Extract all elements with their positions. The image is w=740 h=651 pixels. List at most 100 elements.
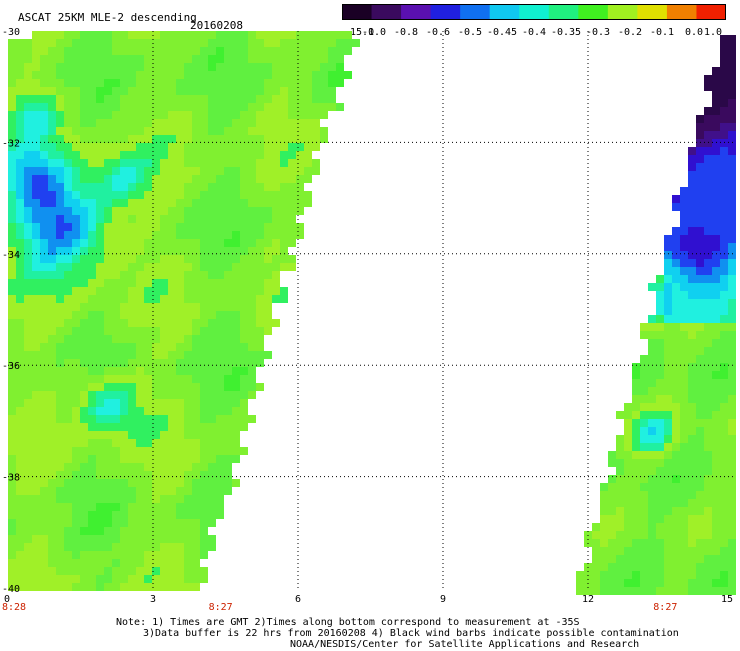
swath-cell [64,199,72,207]
swath-cell [56,455,64,463]
swath-cell [176,535,184,543]
swath-cell [184,423,192,431]
swath-cell [680,275,688,283]
swath-cell [40,55,48,63]
swath-cell [128,383,136,391]
swath-cell [136,295,144,303]
swath-cell [232,151,240,159]
swath-cell [672,323,680,331]
swath-cell [696,347,704,355]
swath-cell [112,303,120,311]
swath-cell [72,439,80,447]
swath-cell [112,487,120,495]
swath-cell [48,471,56,479]
swath-cell [176,367,184,375]
swath-cell [32,471,40,479]
swath-cell [720,59,728,67]
swath-cell [208,455,216,463]
swath-cell [88,359,96,367]
swath-cell [704,347,712,355]
swath-cell [328,95,336,103]
swath-cell [680,587,688,595]
swath-cell [176,351,184,359]
swath-cell [72,367,80,375]
swath-cell [272,119,280,127]
swath-cell [680,467,688,475]
swath-cell [24,327,32,335]
swath-cell [32,95,40,103]
swath-cell [200,95,208,103]
swath-cell [56,407,64,415]
swath-cell [72,287,80,295]
swath-cell [720,139,728,147]
swath-cell [96,191,104,199]
swath-cell [216,287,224,295]
swath-cell [208,279,216,287]
swath-cell [24,279,32,287]
swath-cell [256,151,264,159]
swath-cell [48,255,56,263]
swath-cell [32,63,40,71]
swath-cell [24,399,32,407]
swath-cell [624,499,632,507]
swath-cell [200,447,208,455]
swath-cell [64,463,72,471]
swath-cell [208,223,216,231]
swath-cell [136,543,144,551]
swath-cell [48,215,56,223]
swath-cell [192,31,200,39]
swath-cell [656,507,664,515]
swath-cell [136,439,144,447]
swath-cell [24,247,32,255]
swath-cell [288,135,296,143]
swath-cell [96,391,104,399]
swath-cell [704,371,712,379]
swath-cell [264,303,272,311]
swath-cell [24,495,32,503]
swath-cell [96,247,104,255]
swath-cell [128,215,136,223]
swath-cell [696,443,704,451]
swath-cell [672,403,680,411]
swath-cell [136,375,144,383]
swath-cell [96,575,104,583]
swath-cell [720,219,728,227]
swath-cell [120,319,128,327]
swath-cell [728,299,736,307]
swath-cell [232,239,240,247]
swath-cell [640,395,648,403]
swath-cell [328,63,336,71]
swath-cell [144,223,152,231]
swath-cell [728,235,736,243]
swath-cell [8,55,16,63]
swath-cell [56,167,64,175]
swath-cell [80,111,88,119]
swath-cell [216,455,224,463]
swath-cell [720,587,728,595]
swath-cell [48,183,56,191]
swath-cell [56,487,64,495]
swath-cell [256,63,264,71]
swath-cell [192,143,200,151]
swath-cell [40,303,48,311]
swath-cell [8,87,16,95]
swath-cell [264,223,272,231]
swath-cell [696,187,704,195]
swath-cell [680,339,688,347]
swath-cell [592,571,600,579]
swath-cell [72,135,80,143]
swath-cell [168,343,176,351]
swath-cell [24,127,32,135]
colorbar-swatch [519,4,550,20]
swath-cell [224,487,232,495]
swath-cell [704,395,712,403]
swath-cell [672,571,680,579]
swath-cell [704,107,712,115]
swath-cell [64,287,72,295]
swath-cell [248,207,256,215]
swath-cell [720,315,728,323]
swath-cell [64,207,72,215]
swath-cell [592,587,600,595]
swath-cell [232,87,240,95]
swath-cell [56,39,64,47]
